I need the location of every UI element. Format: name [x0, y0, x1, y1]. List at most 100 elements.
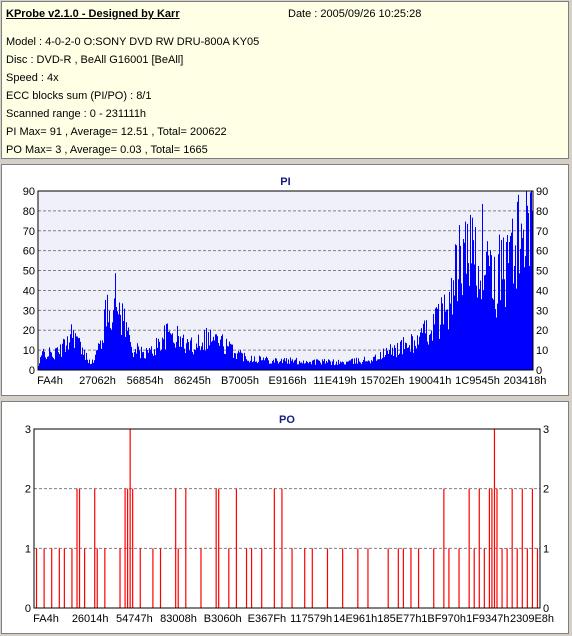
pi-bar: [80, 341, 81, 370]
pi-bar: [76, 336, 77, 370]
pi-ytick-right: 20: [536, 325, 548, 337]
pi-bar: [500, 300, 501, 370]
po-xtick-label: 2309E8h: [510, 613, 554, 625]
pi-bar: [99, 344, 100, 370]
pi-bar: [104, 309, 105, 370]
pi-bar: [178, 336, 179, 370]
pi-bar: [397, 343, 398, 370]
pi-bar: [249, 362, 250, 370]
pi-bar: [141, 346, 142, 370]
pi-bar: [479, 289, 480, 370]
pi-xtick-label: 190041h: [409, 375, 452, 387]
pi-bar: [226, 338, 227, 370]
pi-bar: [119, 302, 120, 370]
info-line-range: Scanned range : 0 - 231111h: [6, 108, 147, 120]
pi-bar: [530, 192, 531, 370]
pi-bar: [441, 297, 442, 370]
po-xtick-label: 1BF970h: [421, 613, 466, 625]
pi-bar: [360, 362, 361, 370]
pi-bar: [477, 297, 478, 370]
pi-bar: [310, 361, 311, 370]
pi-bar: [112, 322, 113, 370]
pi-bar: [209, 345, 210, 370]
pi-bar: [206, 328, 207, 370]
pi-bar: [173, 342, 174, 370]
pi-bar: [199, 345, 200, 370]
pi-bar: [432, 340, 433, 370]
pi-bar: [286, 358, 287, 370]
pi-bar: [423, 323, 424, 370]
po-ytick-left: 3: [25, 424, 31, 436]
pi-xtick-label: 1C9545h: [455, 375, 500, 387]
pi-bar: [201, 346, 202, 370]
pi-bar: [297, 364, 298, 370]
pi-chart: 0 0 10 10 20 20 30 30 40 40 50 50 60 60 70 70 80 80 90 90 FA…: [23, 176, 549, 387]
pi-bar: [438, 303, 439, 370]
pi-bar: [97, 349, 98, 370]
pi-bar: [47, 356, 48, 370]
pi-bar: [431, 330, 432, 370]
pi-bar: [514, 266, 515, 370]
pi-bar: [452, 314, 453, 370]
pi-bar: [418, 344, 419, 370]
pi-bar: [118, 314, 119, 370]
pi-bar: [436, 307, 437, 370]
pi-ytick-left: 10: [23, 345, 35, 357]
pi-bar: [355, 363, 356, 370]
pi-axis-frame: [37, 190, 534, 371]
pi-bar: [430, 333, 431, 370]
pi-bar: [240, 350, 241, 370]
pi-bar: [421, 328, 422, 370]
pi-bar: [227, 345, 228, 370]
pi-bar: [82, 347, 83, 370]
pi-bar: [376, 360, 377, 370]
pi-bar: [392, 347, 393, 370]
pi-bar: [453, 280, 454, 370]
pi-ytick-left: 90: [23, 186, 35, 198]
pi-bar: [134, 352, 135, 370]
pi-bar: [346, 361, 347, 370]
pi-bar: [456, 245, 457, 370]
pi-bar: [65, 351, 66, 370]
pi-xtick-label: 15702Eh: [360, 375, 404, 387]
pi-bar: [120, 314, 121, 370]
pi-bar: [459, 225, 460, 370]
po-ytick-right: 1: [543, 543, 549, 555]
pi-bar: [334, 365, 335, 370]
pi-bar: [287, 363, 288, 370]
pi-bar: [103, 342, 104, 370]
pi-bar: [308, 363, 309, 370]
pi-bar: [261, 360, 262, 370]
pi-bar: [62, 343, 63, 370]
pi-bar: [212, 340, 213, 370]
pi-bar: [449, 291, 450, 370]
pi-bar: [192, 352, 193, 370]
pi-bar: [527, 205, 528, 370]
pi-bar: [342, 361, 343, 370]
pi-bar: [466, 273, 467, 370]
pi-bar: [63, 338, 64, 370]
pi-bar: [217, 336, 218, 370]
pi-bar: [403, 337, 404, 370]
pi-bar: [162, 337, 163, 370]
pi-ytick-left: 40: [23, 285, 35, 297]
pi-bar: [454, 295, 455, 370]
po-chart-panel: 0 0 1 1 2 2 3 3 FA4h 26014h 54747h 83008h B3060h E367…: [1, 401, 569, 634]
pi-bar: [508, 263, 509, 370]
pi-bar: [195, 350, 196, 370]
pi-ytick-right: 90: [536, 186, 548, 198]
po-axis-frame: [33, 428, 541, 609]
pi-bar: [312, 360, 313, 370]
pi-bar: [283, 359, 284, 370]
pi-bar: [490, 250, 491, 370]
pi-bar: [231, 344, 232, 370]
pi-ytick-right: 50: [536, 266, 548, 278]
pi-bar: [483, 290, 484, 370]
pi-bar: [464, 242, 465, 370]
pi-bar: [302, 363, 303, 370]
pi-bar: [476, 285, 477, 370]
pi-bar: [189, 350, 190, 370]
pi-bar: [332, 361, 333, 370]
pi-bar: [404, 349, 405, 370]
pi-bar: [511, 232, 512, 370]
